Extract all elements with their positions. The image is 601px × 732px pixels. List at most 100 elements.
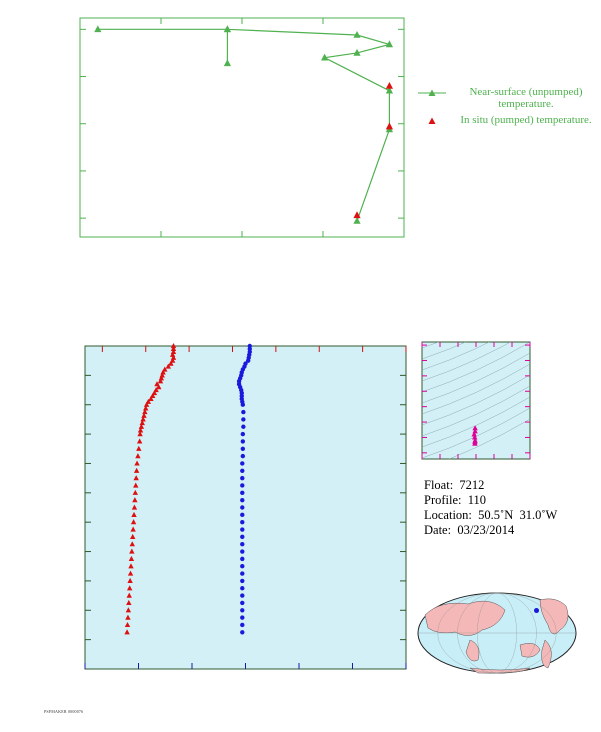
temperature-point: [132, 497, 138, 503]
ts-point: [472, 434, 478, 440]
temperature-point: [126, 585, 133, 591]
salinity-point: [240, 461, 245, 466]
density-contour: [422, 363, 530, 415]
top-plot-frame: [79, 17, 405, 238]
world-map-landmass: [469, 667, 531, 674]
legend: Near-surface (unpumped) temperature. In …: [418, 86, 600, 130]
temperature-point: [139, 420, 145, 426]
salinity-point: [240, 542, 245, 547]
temperature-point: [136, 445, 142, 451]
density-contour: [422, 396, 530, 448]
temperature-point: [142, 409, 148, 415]
legend-swatch-unpumped-icon: [418, 89, 446, 96]
density-contour: [422, 407, 530, 459]
temperature-point: [126, 599, 132, 606]
temperature-point: [133, 482, 139, 488]
float-location-marker: [534, 608, 540, 614]
density-contour: [422, 342, 530, 393]
temperature-point: [127, 570, 134, 576]
salinity-point: [240, 483, 245, 488]
temperature-point: [141, 412, 147, 418]
salinity-point: [240, 490, 245, 496]
salinity-point: [240, 497, 245, 503]
temperature-point: [170, 354, 177, 360]
salinity-point: [240, 600, 245, 606]
unpumped-point: [223, 59, 232, 67]
profile-plot-frame: [84, 345, 407, 670]
unpumped-point: [353, 30, 361, 38]
location: Location: 50.5˚N 31.0˚W: [424, 508, 558, 522]
float-info: Float: 7212 Profile: 110 Location: 50.5˚…: [424, 478, 557, 538]
temperature-point: [126, 592, 132, 598]
salinity-point: [240, 453, 246, 459]
salinity-point: [240, 512, 245, 518]
salinity-point: [240, 468, 245, 473]
temperature-point: [165, 363, 171, 369]
legend-entry-unpumped: Near-surface (unpumped) temperature.: [418, 86, 600, 110]
temperature-point: [136, 438, 143, 444]
salinity-point: [240, 622, 245, 628]
salinity-point: [240, 630, 245, 635]
temperature-point: [127, 577, 133, 584]
salinity-point: [240, 527, 245, 532]
salinity-point: [240, 586, 245, 591]
temperature-point: [148, 395, 154, 401]
temperature-point: [131, 504, 138, 510]
temperature-point: [169, 351, 176, 357]
temperature-point: [137, 431, 143, 437]
temperature-point: [133, 467, 140, 473]
world-map-landmass: [541, 639, 552, 669]
pumped-point: [353, 211, 361, 219]
ts-point: [471, 431, 477, 437]
ts-point: [472, 428, 478, 434]
salinity-point: [240, 549, 245, 554]
density-contour: [422, 276, 530, 326]
date: Date: 03/23/2014: [424, 523, 515, 537]
salinity-point: [240, 402, 246, 407]
salinity-point: [240, 615, 245, 620]
temperature-point: [124, 629, 130, 635]
temperature-point: [124, 621, 131, 628]
unpumped-point: [353, 216, 361, 224]
pumped-point: [385, 81, 394, 89]
salinity-point: [240, 519, 245, 525]
density-contour: [422, 265, 530, 315]
temperature-point: [132, 489, 139, 495]
density-contour: [422, 342, 512, 382]
unpumped-point: [94, 25, 102, 33]
temperature-point: [125, 607, 132, 613]
world-map-landmass: [539, 598, 569, 635]
temperature-point: [143, 405, 149, 411]
temperature-point: [137, 427, 144, 433]
density-contour: [422, 342, 467, 360]
float-id: Float: 7212: [424, 478, 485, 492]
temperature-point: [128, 555, 135, 561]
ts-point: [472, 440, 478, 446]
temperature-point: [170, 348, 177, 354]
salinity-point: [241, 424, 246, 429]
salinity-point: [240, 571, 245, 576]
temperature-point: [135, 453, 141, 459]
temperature-point: [160, 369, 166, 375]
salinity-point: [240, 534, 245, 540]
footer-code: PSFMAKER 0000076: [44, 709, 84, 714]
salinity-point: [240, 593, 245, 598]
density-contour: [422, 342, 491, 371]
unpumped-line: [97, 28, 392, 222]
density-contour: [448, 418, 530, 459]
legend-label-pumped: In situ (pumped) temperature.: [460, 114, 592, 126]
temperature-point: [130, 526, 136, 532]
temperature-point: [156, 384, 162, 390]
salinity-point: [241, 417, 246, 422]
density-contour: [422, 385, 530, 437]
legend-label-unpumped: Near-surface (unpumped) temperature.: [469, 86, 583, 110]
salinity-point: [240, 564, 245, 569]
profile-number: Profile: 110: [424, 493, 487, 507]
world-map-landmass: [424, 600, 506, 636]
salinity-point: [241, 409, 246, 415]
legend-entry-pumped: In situ (pumped) temperature.: [418, 114, 600, 126]
density-contour: [422, 342, 440, 349]
temperature-point: [133, 475, 139, 481]
unpumped-point: [353, 48, 361, 56]
density-contour: [422, 254, 530, 304]
